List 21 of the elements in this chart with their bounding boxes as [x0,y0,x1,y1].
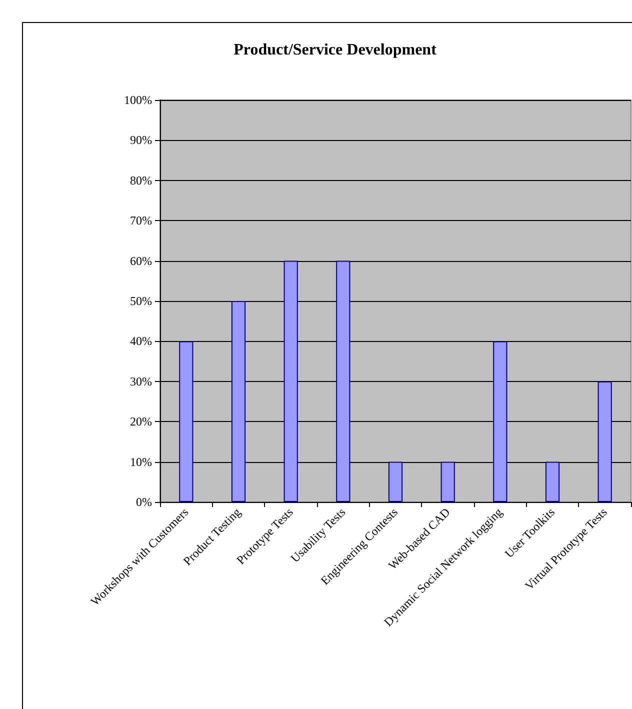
bar [284,260,298,502]
bar [336,260,350,502]
y-tick-label: 30% [130,374,152,388]
y-tick-label: 90% [130,133,152,148]
y-tick-label: 50% [130,294,152,308]
bar [231,301,246,502]
bar [545,462,560,502]
bar [179,341,194,502]
y-tick-label: 80% [130,173,152,188]
y-tick-label: 40% [130,334,152,348]
chart-title: Product/Service Development [234,42,438,58]
y-tick-label: 60% [130,254,152,268]
bar [493,341,508,502]
y-tick-label: 100% [124,93,152,107]
y-tick-label: 70% [130,214,152,228]
y-tick-label: 0% [136,495,152,509]
y-tick-label: 10% [130,454,152,469]
bar [388,462,403,502]
y-tick-label: 20% [130,414,152,429]
bar [598,381,612,502]
bar [440,462,455,502]
